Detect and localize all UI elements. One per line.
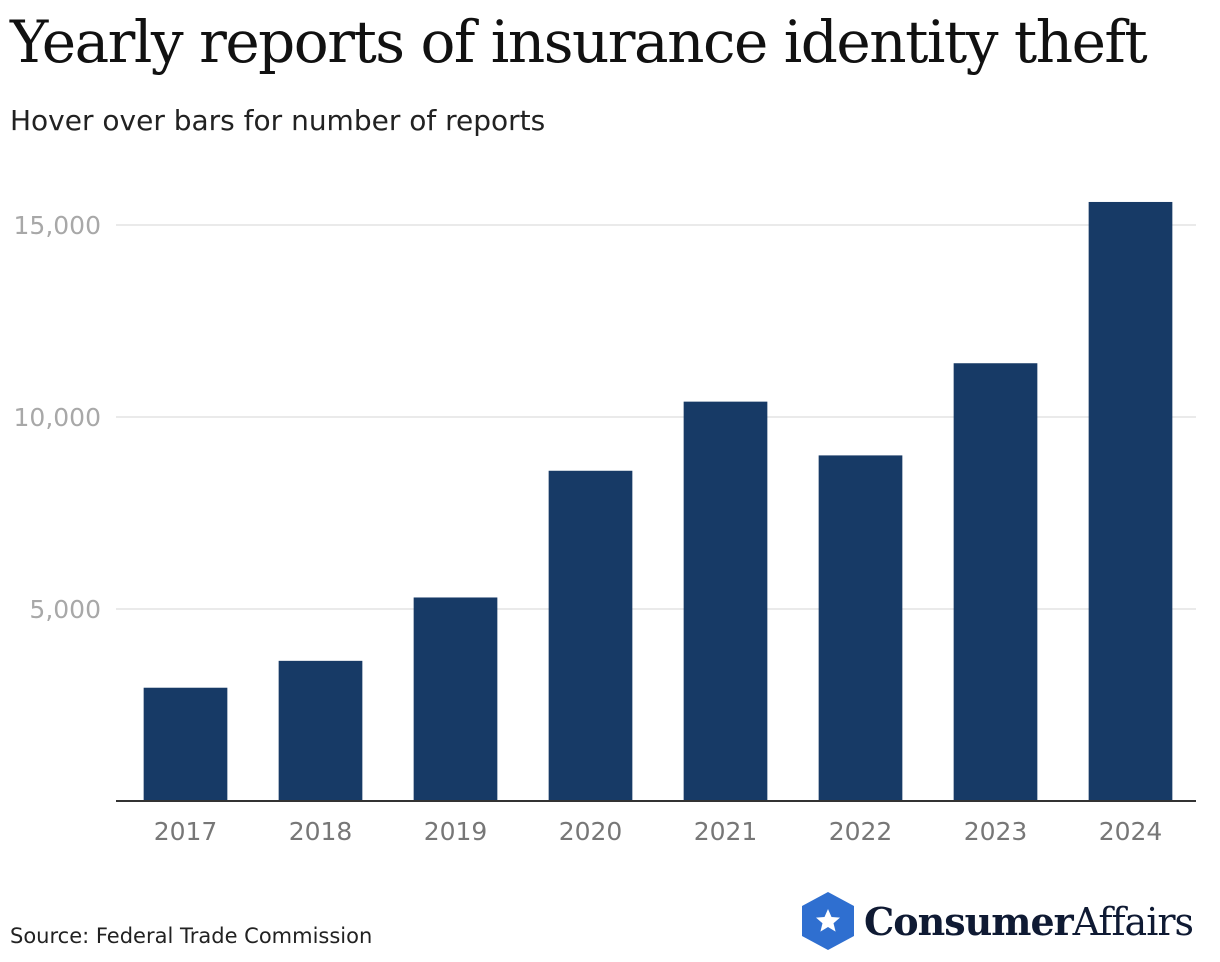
x-tick-label-2023: 2023 [964,817,1028,846]
y-tick-label: 15,000 [14,211,101,240]
bar-2017[interactable] [143,687,228,801]
chart-title: Yearly reports of insurance identity the… [10,8,1148,76]
source-note: Source: Federal Trade Commission [10,924,373,948]
bar-2021[interactable] [683,401,768,801]
chart-subtitle: Hover over bars for number of reports [10,104,546,137]
x-tick-label-2017: 2017 [154,817,218,846]
x-tick-label-2020: 2020 [559,817,623,846]
y-tick-labels: 5,000 10,000 15,000 [14,211,101,624]
y-tick-label: 10,000 [14,403,101,432]
bar-2019[interactable] [413,597,498,801]
x-tick-label-2024: 2024 [1099,817,1163,846]
bar-2018[interactable] [278,660,363,801]
y-tick-label: 5,000 [29,595,101,624]
brand-name-primary: Consumer [864,898,1074,944]
x-tick-label-2021: 2021 [694,817,758,846]
x-tick-label-2018: 2018 [289,817,353,846]
brand-name-secondary: Affairs [1072,899,1194,944]
x-tick-label-2019: 2019 [424,817,488,846]
x-tick-label-2022: 2022 [829,817,893,846]
bar-2024[interactable] [1088,201,1173,801]
star-badge-icon [802,892,854,950]
bar-2020[interactable] [548,470,633,801]
bar-2022[interactable] [818,455,903,801]
bar-2023[interactable] [953,363,1038,801]
brand-name: ConsumerAffairs [864,898,1194,944]
bars [143,201,1173,801]
consumeraffairs-logo[interactable]: ConsumerAffairs [800,891,1194,951]
x-tick-labels: 2017 2018 2019 2020 2021 2022 2023 2024 [154,817,1163,846]
